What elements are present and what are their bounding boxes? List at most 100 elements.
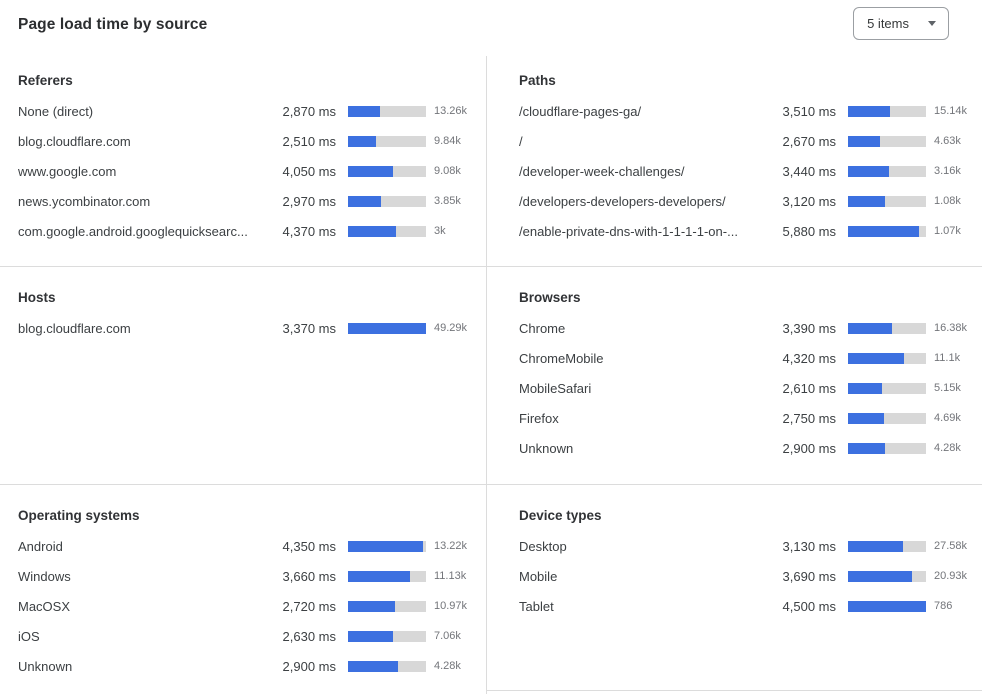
items-dropdown[interactable]: 5 items bbox=[853, 7, 949, 40]
items-dropdown-value: 5 items bbox=[867, 16, 909, 31]
row-paths[interactable]: / 2,670 ms 4.63k bbox=[519, 126, 980, 156]
row-ms-value: 2,970 ms bbox=[282, 193, 336, 209]
row-ms-value: 4,370 ms bbox=[282, 223, 336, 239]
row-bar bbox=[348, 660, 426, 672]
row-label: Windows bbox=[18, 568, 71, 584]
row-count: 4.69k bbox=[934, 412, 961, 424]
row-bar-fill bbox=[848, 105, 891, 117]
panel-title-device-types: Device types bbox=[519, 508, 602, 523]
row-bar bbox=[348, 225, 426, 237]
row-count: 4.63k bbox=[934, 135, 961, 147]
panel-operating-systems: Operating systems Android 4,350 ms 13.22k Wi… bbox=[0, 485, 486, 694]
row-bar-fill bbox=[848, 352, 905, 364]
row-label: /developers-developers-developers/ bbox=[519, 193, 726, 209]
row-operating-systems[interactable]: Android 4,350 ms 13.22k bbox=[18, 531, 480, 561]
row-ms-value: 4,050 ms bbox=[282, 163, 336, 179]
row-label: None (direct) bbox=[18, 103, 94, 119]
row-ms-value: 4,500 ms bbox=[782, 598, 836, 614]
row-count: 1.08k bbox=[934, 195, 961, 207]
panel-title-browsers: Browsers bbox=[519, 290, 581, 305]
panel-band-2: Hosts blog.cloudflare.com 3,370 ms 49.29k B… bbox=[0, 267, 982, 485]
row-browsers[interactable]: Chrome 3,390 ms 16.38k bbox=[519, 313, 980, 343]
row-bar-fill bbox=[848, 570, 912, 582]
panel-title-operating-systems: Operating systems bbox=[18, 508, 140, 523]
row-ms-value: 3,440 ms bbox=[782, 163, 836, 179]
row-ms-value: 3,660 ms bbox=[282, 568, 336, 584]
row-bar bbox=[348, 165, 426, 177]
row-count: 4.28k bbox=[434, 660, 461, 672]
row-bar-fill bbox=[348, 540, 423, 552]
row-count: 20.93k bbox=[934, 570, 968, 582]
row-browsers[interactable]: Unknown 2,900 ms 4.28k bbox=[519, 433, 980, 463]
row-browsers[interactable]: Firefox 2,750 ms 4.69k bbox=[519, 403, 980, 433]
row-ms-value: 5,880 ms bbox=[782, 223, 836, 239]
row-ms-value: 4,320 ms bbox=[782, 350, 836, 366]
row-referers[interactable]: www.google.com 4,050 ms 9.08k bbox=[18, 156, 480, 186]
row-referers[interactable]: None (direct) 2,870 ms 13.26k bbox=[18, 96, 480, 126]
row-device-types[interactable]: Tablet 4,500 ms 786 bbox=[519, 591, 980, 621]
row-ms-value: 2,900 ms bbox=[782, 440, 836, 456]
row-label: Chrome bbox=[519, 320, 566, 336]
row-bar-fill bbox=[848, 195, 886, 207]
row-label: Unknown bbox=[519, 440, 574, 456]
panel-referers: Referers None (direct) 2,870 ms 13.26k blog.… bbox=[0, 56, 486, 266]
row-browsers[interactable]: ChromeMobile 4,320 ms 11.1k bbox=[519, 343, 980, 373]
row-browsers[interactable]: MobileSafari 2,610 ms 5.15k bbox=[519, 373, 980, 403]
row-bar-fill bbox=[348, 630, 394, 642]
row-operating-systems[interactable]: Windows 3,660 ms 11.13k bbox=[18, 561, 480, 591]
row-count: 16.38k bbox=[934, 322, 968, 334]
row-label: Mobile bbox=[519, 568, 558, 584]
row-bar bbox=[348, 540, 426, 552]
row-bar bbox=[848, 412, 926, 424]
row-device-types[interactable]: Desktop 3,130 ms 27.58k bbox=[519, 531, 980, 561]
row-ms-value: 3,130 ms bbox=[782, 538, 836, 554]
row-bar-fill bbox=[848, 600, 926, 612]
row-ms-value: 2,510 ms bbox=[282, 133, 336, 149]
row-count: 11.1k bbox=[934, 352, 961, 364]
row-bar bbox=[348, 630, 426, 642]
row-ms-value: 3,690 ms bbox=[782, 568, 836, 584]
row-bar bbox=[848, 322, 926, 334]
row-label: MobileSafari bbox=[519, 380, 592, 396]
row-bar-fill bbox=[848, 382, 883, 394]
row-operating-systems[interactable]: MacOSX 2,720 ms 10.97k bbox=[18, 591, 480, 621]
page-title: Page load time by source bbox=[18, 16, 208, 33]
row-label: /enable-private-dns-with-1-1-1-1-on-... bbox=[519, 223, 738, 239]
row-label: Android bbox=[18, 538, 63, 554]
panel-hosts: Hosts blog.cloudflare.com 3,370 ms 49.29k bbox=[0, 267, 486, 484]
panel-title-hosts: Hosts bbox=[18, 290, 56, 305]
row-paths[interactable]: /developers-developers-developers/3,120 … bbox=[519, 186, 980, 216]
row-referers[interactable]: news.ycombinator.com 2,970 ms 3.85k bbox=[18, 186, 480, 216]
row-label: Firefox bbox=[519, 410, 559, 426]
row-bar bbox=[348, 600, 426, 612]
row-ms-value: 2,870 ms bbox=[282, 103, 336, 119]
row-device-types[interactable]: Mobile 3,690 ms 20.93k bbox=[519, 561, 980, 591]
row-label: Tablet bbox=[519, 598, 554, 614]
row-paths[interactable]: /developer-week-challenges/3,440 ms 3.16k bbox=[519, 156, 980, 186]
panel-title-referers: Referers bbox=[18, 73, 73, 88]
row-label: blog.cloudflare.com bbox=[18, 320, 131, 336]
row-bar-fill bbox=[348, 105, 380, 117]
row-paths[interactable]: /cloudflare-pages-ga/3,510 ms 15.14k bbox=[519, 96, 980, 126]
row-ms-value: 3,120 ms bbox=[782, 193, 836, 209]
row-bar bbox=[848, 570, 926, 582]
row-referers[interactable]: blog.cloudflare.com 2,510 ms 9.84k bbox=[18, 126, 480, 156]
row-bar bbox=[848, 225, 926, 237]
row-count: 4.28k bbox=[934, 442, 961, 454]
row-label: news.ycombinator.com bbox=[18, 193, 151, 209]
row-hosts[interactable]: blog.cloudflare.com 3,370 ms 49.29k bbox=[18, 313, 480, 343]
row-count: 11.13k bbox=[434, 570, 467, 582]
row-operating-systems[interactable]: iOS 2,630 ms 7.06k bbox=[18, 621, 480, 651]
header: Page load time by source 5 items bbox=[0, 0, 982, 56]
row-count: 13.26k bbox=[434, 105, 468, 117]
row-referers[interactable]: com.google.android.googlequicksearc... 4,… bbox=[18, 216, 480, 246]
row-bar bbox=[848, 105, 926, 117]
row-operating-systems[interactable]: Unknown 2,900 ms 4.28k bbox=[18, 651, 480, 681]
row-bar bbox=[348, 570, 426, 582]
row-label: com.google.android.googlequicksearc... bbox=[18, 223, 248, 239]
row-ms-value: 4,350 ms bbox=[282, 538, 336, 554]
row-bar-fill bbox=[348, 165, 394, 177]
row-bar-fill bbox=[348, 225, 397, 237]
panel-paths: Paths/cloudflare-pages-ga/3,510 ms 15.14k… bbox=[486, 56, 982, 266]
row-paths[interactable]: /enable-private-dns-with-1-1-1-1-on-... 5… bbox=[519, 216, 980, 246]
